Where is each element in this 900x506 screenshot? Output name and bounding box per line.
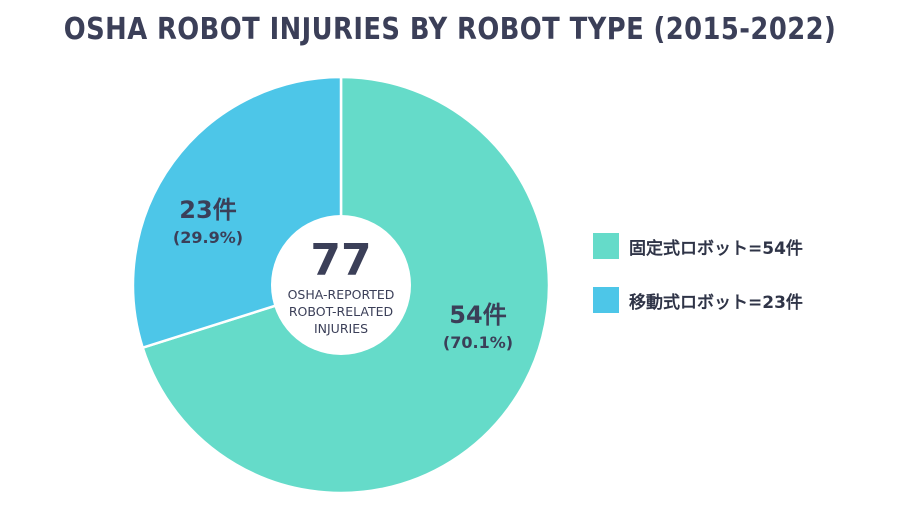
legend-item-mobile: 移動式ロボット=23件 — [593, 286, 803, 314]
legend-label-fixed: 固定式ロボット=54件 — [629, 238, 803, 259]
slice-percent-label-fixed: (70.1%) — [443, 333, 513, 352]
donut-hole — [271, 215, 411, 355]
center-line-1: OSHA-REPORTED — [288, 287, 395, 302]
legend-label-mobile: 移動式ロボット=23件 — [629, 292, 803, 313]
center-line-2: ROBOT-RELATED — [289, 304, 393, 319]
slice-value-label-mobile: 23件 — [179, 196, 236, 224]
slice-percent-label-mobile: (29.9%) — [173, 228, 243, 247]
legend-swatch-mobile — [593, 287, 619, 313]
chart-title: OSHA ROBOT INJURIES BY ROBOT TYPE (2015-… — [63, 12, 837, 47]
center-line-3: INJURIES — [314, 321, 368, 336]
center-total: 77 — [310, 235, 371, 286]
legend-swatch-fixed — [593, 233, 619, 259]
slice-value-label-fixed: 54件 — [449, 301, 506, 329]
legend: 固定式ロボット=54件 移動式ロボット=23件 — [593, 232, 803, 340]
legend-item-fixed: 固定式ロボット=54件 — [593, 232, 803, 260]
